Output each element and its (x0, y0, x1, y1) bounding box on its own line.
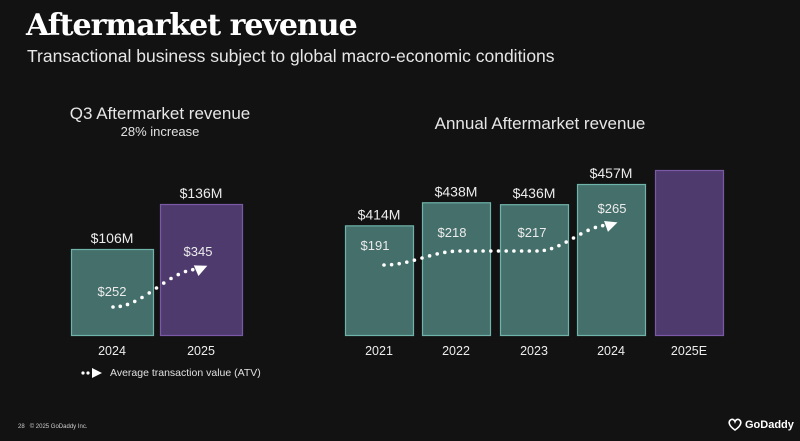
annual-atv-line-dot (458, 249, 462, 253)
annual-x-tick-label: 2025E (671, 344, 707, 358)
brand-name: GoDaddy (745, 418, 794, 431)
annual-atv-line-dot (382, 263, 386, 267)
annual-x-tick-label: 2021 (365, 344, 393, 358)
dotted-arrow-icon (81, 368, 102, 378)
annual-atv-line-dot (489, 249, 493, 253)
annual-atv-line-arrowhead (604, 220, 618, 232)
annual-atv-label: $191 (361, 238, 390, 253)
legend: Average transaction value (ATV) (80, 367, 261, 379)
annual-bar-value-label: $457M (590, 165, 633, 181)
copyright: © 2025 GoDaddy Inc. (29, 424, 88, 430)
annual-atv-line-dot (519, 249, 524, 253)
legend-label: Average transaction value (ATV) (110, 367, 261, 379)
annual-atv-line-dot (496, 249, 501, 253)
annual-bar-value-label: $436M (513, 185, 556, 201)
q3-atv-label: $345 (184, 244, 213, 259)
annual-chart-title: Annual Aftermarket revenue (434, 114, 646, 133)
annual-atv-line-dot (504, 249, 509, 253)
q3-bar-value-label: $136M (180, 185, 223, 201)
annual-atv-line-dot (535, 249, 539, 253)
q3-atv-line-dot (125, 302, 130, 307)
annual-x-tick-label: 2024 (597, 344, 625, 358)
annual-bar-2024 (576, 183, 647, 337)
annual-atv-line-dot (465, 249, 470, 253)
annual-atv-label: $217 (518, 225, 547, 240)
annual-atv-line-dot (593, 225, 598, 230)
annual-atv-line-dot (443, 250, 447, 255)
annual-atv-line-dot (542, 248, 547, 253)
annual-atv-line-dot (420, 256, 424, 260)
annual-bar-2022 (421, 202, 492, 337)
q3-atv-line-dot (111, 305, 115, 309)
annual-atv-line-dot (586, 228, 590, 233)
annual-atv-line-dot (481, 249, 485, 253)
q3-atv-label: $252 (98, 284, 127, 299)
slide-subtitle: Transactional business subject to global… (27, 46, 555, 66)
q3-atv-line-dot (176, 272, 181, 277)
q3-atv-line-dot (132, 299, 137, 304)
annual-atv-label: $265 (598, 201, 627, 216)
annual-atv-line-dot (557, 243, 561, 248)
annual-atv-line-dot (450, 249, 455, 254)
annual-x-tick-label: 2023 (520, 344, 548, 358)
q3-bar-value-label: $106M (91, 230, 134, 246)
annual-atv-label: $218 (438, 225, 467, 240)
page-number: 28 (18, 424, 25, 430)
annual-atv-line-dot (405, 260, 409, 264)
annual-x-tick-label: 2022 (442, 344, 470, 358)
q3-atv-line-dot (154, 286, 159, 290)
annual-atv-line-dot (579, 232, 583, 236)
annual-atv-line-dot (512, 249, 516, 253)
q3-atv-line-dot (169, 276, 173, 281)
annual-atv-line-dot (397, 261, 402, 266)
annual-atv-line-dot (527, 249, 532, 253)
annual-atv-line-dot (427, 254, 432, 258)
q3-atv-line-dot (190, 267, 195, 272)
godaddy-logo-icon (728, 418, 742, 431)
annual-atv-line-dot (473, 249, 478, 253)
q3-atv-line-dot (183, 269, 188, 274)
q3-bar-2024 (70, 248, 155, 337)
annual-bar-value-label: $438M (435, 183, 478, 199)
annual-bar-value-label: $414M (358, 206, 401, 222)
annual-atv-line-dot (412, 258, 417, 262)
annual-bar-2023 (499, 204, 570, 337)
annual-atv-line-dot (435, 252, 440, 256)
q3-atv-line-dot (147, 291, 152, 295)
q3-chart-title: Q3 Aftermarket revenue (69, 104, 251, 123)
annual-atv-line-dot (564, 240, 568, 244)
annual-atv-line-dot (389, 262, 394, 267)
q3-atv-line-dot (118, 304, 123, 309)
footer: 28 © 2025 GoDaddy Inc. (18, 424, 88, 430)
annual-atv-line-dot (571, 236, 576, 240)
q3-chart-subtitle: 28% increase (120, 124, 200, 139)
q3-x-tick-label: 2024 (98, 344, 126, 358)
annual-atv-line-dot (600, 223, 605, 228)
q3-atv-line-arrowhead (193, 265, 208, 277)
annual-bar-2021 (344, 225, 415, 337)
annual-atv-line-dot (549, 246, 554, 251)
q3-x-tick-label: 2025 (187, 344, 215, 358)
annual-bar-2025E (654, 169, 725, 337)
brand-logo: GoDaddy (728, 418, 794, 431)
q3-atv-line-dot (140, 295, 144, 300)
q3-atv-line-dot (161, 281, 166, 285)
slide-title: Aftermarket revenue (26, 8, 358, 43)
